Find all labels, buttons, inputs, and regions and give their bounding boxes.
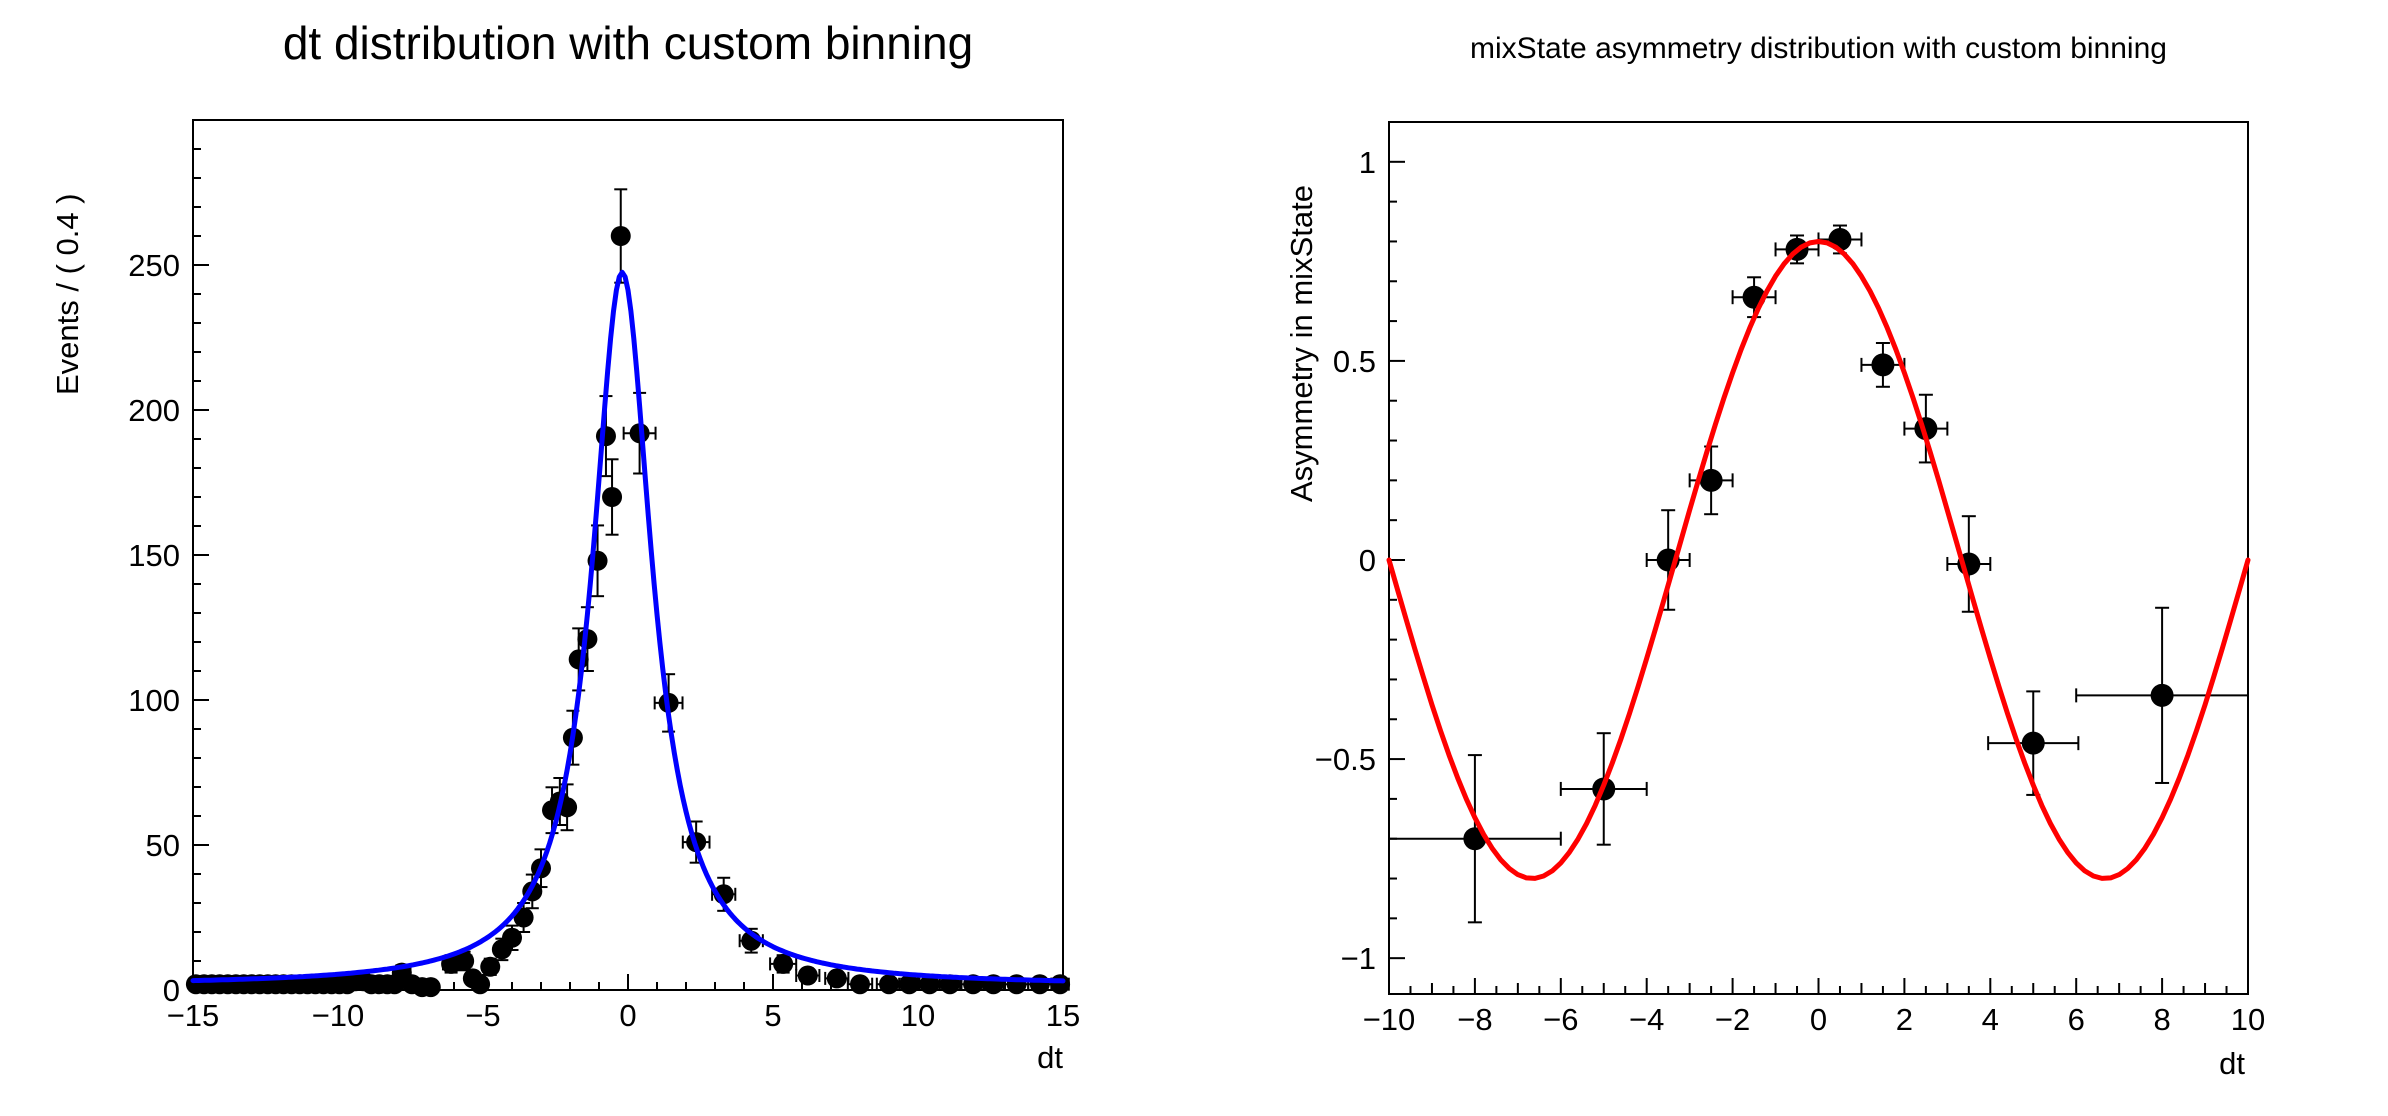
y-tick-label: 150	[128, 538, 180, 573]
x-tick-label: −10	[1363, 1002, 1416, 1037]
data-point	[1699, 468, 1723, 492]
y-tick-label: 50	[146, 828, 180, 863]
left-plot-title: dt distribution with custom binning	[282, 17, 974, 69]
x-tick-label: −6	[1543, 1002, 1578, 1037]
data-point	[480, 956, 501, 977]
x-tick-label: −5	[465, 998, 500, 1033]
x-tick-label: −2	[1715, 1002, 1750, 1037]
fit-curve	[190, 269, 1066, 984]
data-point	[2150, 683, 2174, 707]
data-point	[602, 487, 623, 507]
x-tick-label: 4	[1982, 1002, 1999, 1037]
data-point	[610, 226, 631, 246]
x-tick-label: 15	[1046, 998, 1080, 1033]
x-tick-label: 6	[2068, 1002, 2085, 1037]
data-point	[2021, 731, 2045, 755]
x-tick-label: 0	[619, 998, 636, 1033]
data-point	[1050, 974, 1071, 995]
data-point	[1871, 353, 1895, 377]
y-tick-label: 1	[1359, 145, 1376, 180]
y-tick-label: 0.5	[1333, 344, 1376, 379]
y-tick-label: 0	[163, 973, 180, 1008]
x-tick-label: −10	[312, 998, 365, 1033]
plot-frame	[192, 119, 1064, 991]
x-tick-label: 5	[764, 998, 781, 1033]
x-tick-label: −8	[1457, 1002, 1492, 1037]
fit-curve	[1386, 239, 2251, 881]
data-point	[850, 974, 870, 995]
y-tick-label: 200	[128, 393, 180, 428]
y-tick-label: 250	[128, 248, 180, 283]
y-tick-label: −1	[1341, 941, 1376, 976]
data-point	[919, 974, 940, 995]
right-plot-pad: −10 −8 −6 −4 −2 0 2 4 6 8 10 −1 −0.5 0 0.5 1	[1315, 121, 2265, 1037]
x-tick-label: −15	[167, 998, 220, 1033]
y-tick-label: 0	[1359, 543, 1376, 578]
data-point	[502, 927, 522, 948]
data-point	[513, 907, 534, 928]
y-tick-label: −0.5	[1315, 742, 1376, 777]
y-tick-label: 100	[128, 683, 180, 718]
data-point	[899, 974, 920, 995]
data-point	[826, 968, 847, 989]
data-point	[454, 951, 475, 971]
x-tick-label: 10	[2231, 1002, 2265, 1037]
data-point	[773, 953, 794, 974]
x-tick-label: −4	[1629, 1002, 1664, 1037]
right-plot-y-axis-title: Asymmetry in mixState	[1284, 185, 1319, 502]
x-tick-label: 10	[901, 998, 935, 1033]
right-plot-x-axis-title: dt	[2219, 1046, 2245, 1081]
right-plot-title: mixState asymmetry distribution with cus…	[1470, 32, 2167, 65]
data-point	[879, 974, 899, 995]
x-tick-label: 8	[2153, 1002, 2170, 1037]
data-point	[470, 974, 491, 995]
left-plot-x-axis-title: dt	[1037, 1040, 1063, 1075]
data-point	[1029, 974, 1050, 995]
x-tick-label: 2	[1896, 1002, 1913, 1037]
x-tick-label: 0	[1810, 1002, 1827, 1037]
data-point	[797, 965, 818, 986]
data-point	[420, 977, 441, 998]
data-point	[595, 426, 616, 447]
left-plot-y-axis-title: Events / ( 0.4 )	[50, 193, 85, 395]
